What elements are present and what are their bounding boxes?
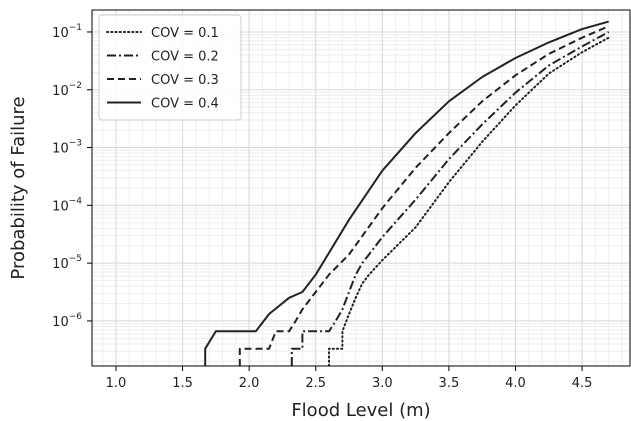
- x-tick-label: 1.0: [106, 376, 127, 391]
- y-tick-label: 10−5: [52, 254, 82, 272]
- x-tick-label: 2.0: [239, 376, 260, 391]
- x-tick-label: 3.5: [439, 376, 460, 391]
- y-tick-label: 10−1: [52, 23, 82, 41]
- series-line-2: [290, 31, 610, 366]
- y-tick-exponent: −6: [69, 312, 83, 322]
- x-axis-title: Flood Level (m): [291, 400, 430, 421]
- legend-label: COV = 0.1: [151, 26, 219, 41]
- legend-box: [98, 14, 242, 121]
- plot-frame: [91, 9, 631, 367]
- x-tick-label: 1.5: [172, 376, 193, 391]
- series-line-3: [238, 25, 610, 366]
- y-axis-title: Probability of Failure: [8, 96, 29, 279]
- y-tick-exponent: −3: [69, 139, 82, 149]
- series-line-4: [204, 20, 609, 366]
- x-tick-label: 4.0: [505, 376, 526, 391]
- y-tick-label: 10−4: [52, 196, 82, 214]
- y-tick-label: 10−3: [52, 139, 82, 157]
- x-tick-label: 3.0: [372, 376, 393, 391]
- y-tick-exponent: −4: [69, 196, 83, 206]
- legend-label: COV = 0.4: [151, 97, 219, 112]
- series-lines: [204, 20, 610, 366]
- series-line-1: [328, 36, 610, 366]
- x-axis-ticks: 1.0 1.5 2.0 2.5 3.0 3.5 4.0 4.5: [106, 366, 593, 391]
- y-tick-exponent: −1: [69, 23, 82, 33]
- y-tick-exponent: −5: [69, 254, 82, 264]
- legend: COV = 0.1 COV = 0.2 COV = 0.3 COV = 0.4: [98, 14, 242, 121]
- y-axis-ticks: 10−1 10−2 10−3 10−4 10−5 10−6: [52, 23, 92, 330]
- x-tick-label: 4.5: [572, 376, 593, 391]
- y-tick-label: 10−2: [52, 81, 82, 99]
- legend-label: COV = 0.3: [151, 73, 219, 88]
- y-tick-exponent: −2: [69, 81, 82, 91]
- x-tick-label: 2.5: [305, 376, 326, 391]
- legend-label: COV = 0.2: [151, 50, 219, 65]
- y-tick-label: 10−6: [52, 312, 82, 330]
